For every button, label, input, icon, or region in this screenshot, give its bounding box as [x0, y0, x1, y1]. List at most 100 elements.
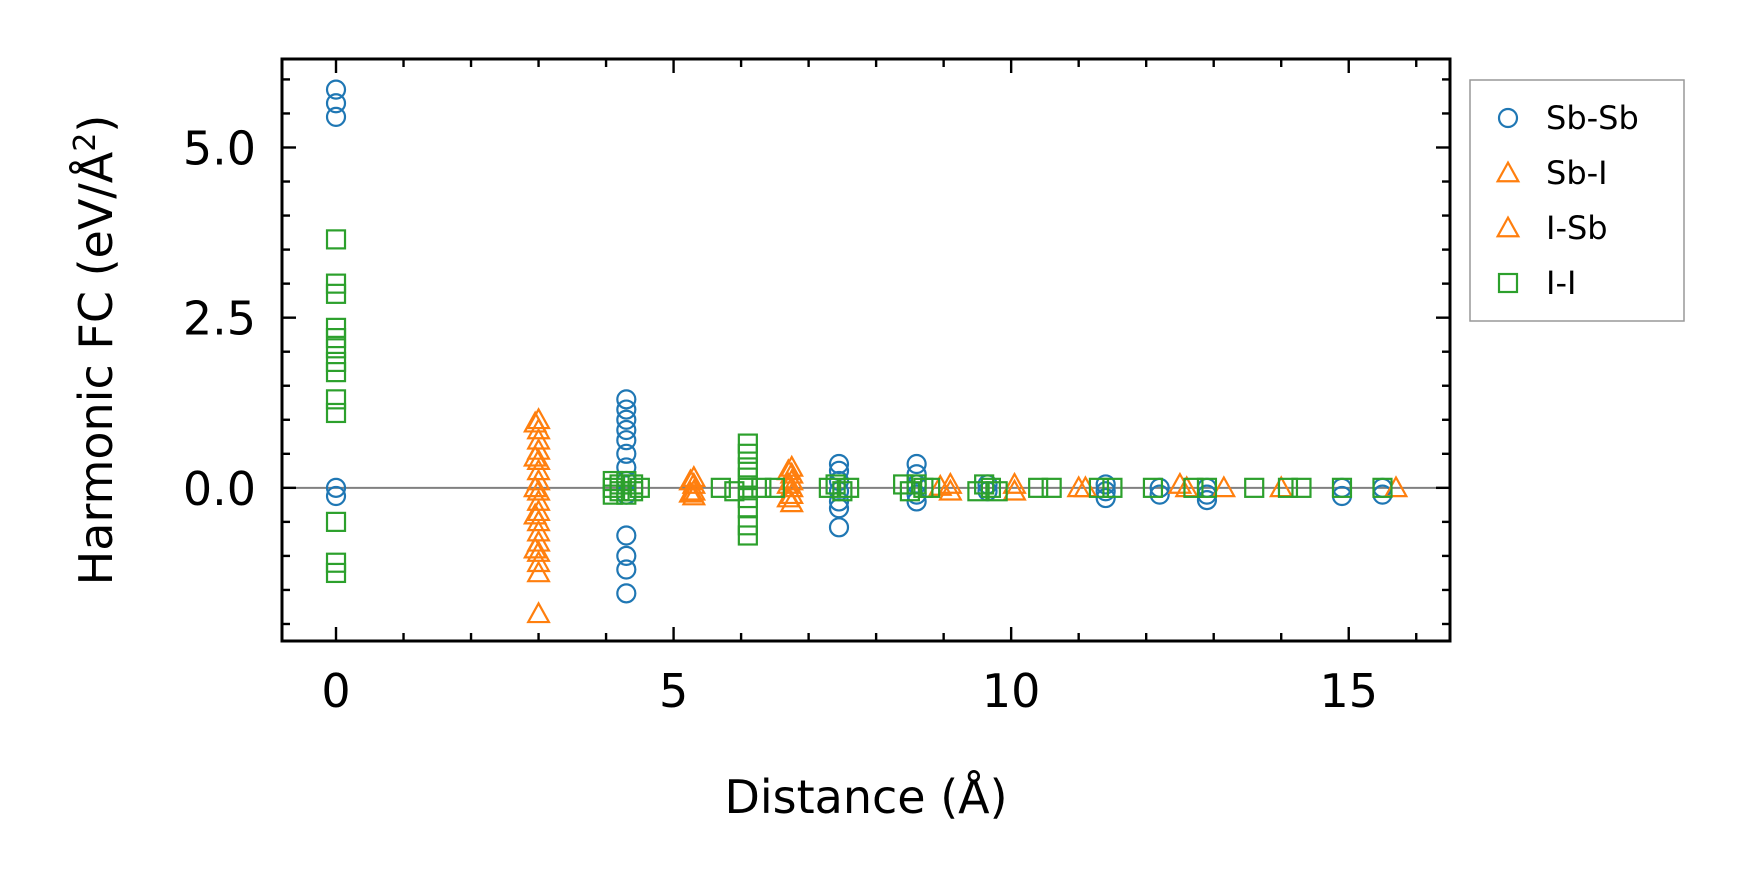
data-point: [893, 474, 914, 495]
legend-entries: Sb-Sb Sb-I I-Sb I-I: [1495, 99, 1639, 302]
data-point: [1149, 484, 1170, 505]
legend-marker: [1495, 215, 1521, 238]
data-point: [967, 481, 988, 502]
y-tick-label: 0.0: [183, 462, 256, 516]
data-point: [325, 93, 347, 114]
legend-marker: [1495, 160, 1521, 183]
data-point: [616, 443, 637, 464]
data-point: [526, 550, 551, 573]
data-point: [737, 487, 758, 509]
data-point: [325, 351, 347, 373]
data-point: [751, 477, 772, 498]
y-axis-label-superscript: 2: [68, 133, 103, 152]
data-point: [776, 458, 801, 481]
y-tick-label: 5.0: [183, 121, 256, 175]
data-point: [616, 484, 637, 505]
data-point: [522, 410, 548, 433]
legend-label: I-Sb: [1546, 209, 1608, 247]
data-point: [1244, 477, 1265, 498]
data-point: [622, 481, 644, 502]
data-point: [1331, 477, 1353, 498]
data-point: [737, 525, 758, 546]
data-point: [737, 433, 758, 454]
data-point: [522, 475, 548, 498]
data-point: [825, 474, 846, 495]
data-point: [1291, 477, 1312, 498]
data-point: [1183, 477, 1204, 498]
data-point: [522, 536, 548, 559]
data-point: [899, 481, 920, 502]
data-point: [616, 470, 637, 492]
data-point: [737, 515, 758, 536]
legend-label: Sb-Sb: [1546, 99, 1639, 137]
x-tick-label: 10: [982, 664, 1041, 718]
legend-label: Sb-I: [1546, 154, 1608, 192]
data-point: [980, 477, 1002, 498]
data-point: [602, 484, 623, 505]
legend-entry: Sb-Sb: [1497, 99, 1639, 137]
data-point: [616, 583, 637, 604]
data-point: [609, 481, 630, 502]
y-axis-label-close: ): [69, 115, 123, 133]
data-point: [325, 511, 347, 532]
data-point: [764, 477, 785, 498]
data-point: [1002, 471, 1027, 494]
data-point: [325, 389, 347, 410]
data-point: [1002, 478, 1027, 501]
data-point: [325, 283, 347, 304]
y-axis-label-main: Harmonic FC (eV/Å: [69, 151, 123, 585]
data-point: [325, 273, 347, 294]
data-point: [1211, 475, 1237, 498]
data-point: [325, 79, 347, 100]
data-point: [1095, 474, 1116, 495]
y-tick-label: 2.5: [183, 292, 256, 346]
data-point: [832, 481, 853, 502]
data-point: [616, 419, 637, 441]
data-point: [920, 477, 941, 498]
data-point: [616, 399, 637, 420]
data-point: [987, 481, 1008, 502]
data-point: [1142, 477, 1164, 498]
x-tick-label: 5: [659, 664, 688, 718]
data-point: [828, 517, 850, 538]
data-point: [616, 559, 637, 580]
data-point: [325, 402, 347, 424]
data-point: [616, 409, 637, 430]
data-point: [325, 552, 347, 573]
y-tick-labels: 0.0 2.5 5.0: [183, 121, 256, 515]
data-point: [974, 474, 995, 495]
data-point: [325, 362, 347, 383]
data-point: [906, 474, 927, 495]
data-point: [1196, 489, 1218, 511]
data-point: [526, 601, 551, 624]
data-point: [710, 477, 731, 498]
data-point: [325, 338, 347, 359]
legend-entry: I-Sb: [1495, 209, 1608, 247]
y-axis-label: Harmonic FC (eV/Å2): [68, 115, 124, 586]
data-point: [325, 229, 347, 250]
legend-marker: [1497, 272, 1519, 294]
data-point: [325, 327, 347, 349]
data-point: [616, 389, 637, 410]
data-points: [325, 79, 1409, 624]
series-sb-i: [526, 407, 1409, 624]
data-point: [681, 483, 707, 506]
data-point: [526, 560, 551, 583]
data-point: [681, 471, 707, 494]
legend-box: [1469, 79, 1685, 322]
legend: Sb-Sb Sb-I I-Sb I-I: [1469, 79, 1685, 322]
legend-entry: Sb-I: [1495, 154, 1608, 192]
data-point: [1277, 477, 1299, 498]
data-point: [616, 525, 637, 546]
data-point: [1095, 487, 1116, 509]
data-point: [678, 480, 703, 503]
data-point: [522, 444, 548, 467]
data-point: [1372, 477, 1393, 498]
data-point: [325, 106, 347, 127]
data-point: [1028, 477, 1049, 498]
series-i-sb: [522, 410, 1199, 559]
data-point: [1041, 477, 1062, 498]
data-point: [616, 430, 637, 451]
data-point: [779, 475, 804, 498]
